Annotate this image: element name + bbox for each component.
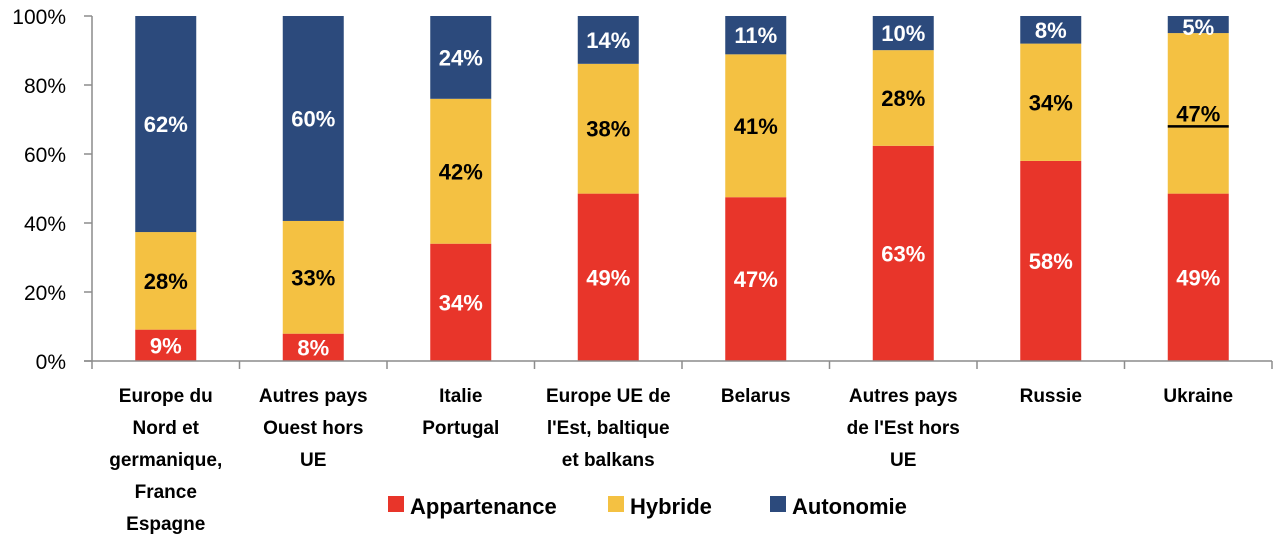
bar-segment-appartenance [1167, 193, 1229, 361]
bar-segment-autonomie [1167, 16, 1229, 34]
axes-layer: 0% 20% 40% 60% 80% 100% Europe du Nord et german… [12, 6, 1273, 535]
y-tick-label: 0% [36, 351, 66, 374]
y-tick-label: 20% [24, 282, 66, 305]
legend: Appartenance Hybride Autonomie [388, 494, 907, 519]
x-category-label-line: Portugal [422, 418, 499, 439]
bar-segment-appartenance [577, 193, 639, 361]
bars-layer [135, 16, 1229, 361]
data-label-autonomie: 62% [144, 112, 188, 137]
legend-label-appartenance: Appartenance [410, 494, 557, 519]
x-category-label: Europe UE de l'Est, baltique et balkans [546, 386, 671, 471]
data-label-autonomie: 11% [734, 23, 777, 48]
legend-swatch-appartenance [388, 496, 404, 512]
data-label-appartenance: 58% [1029, 249, 1073, 274]
bar-segment-appartenance [872, 145, 934, 361]
bar-segment-appartenance [282, 333, 344, 361]
x-category-label-line: l'Est, baltique [547, 418, 670, 439]
data-label-appartenance: 9% [150, 333, 182, 358]
bar-segment-autonomie [725, 16, 787, 55]
x-category-label-line: Espagne [126, 514, 205, 535]
x-category-label-line: Ukraine [1163, 386, 1233, 407]
bar-segment-hybride [135, 232, 197, 330]
x-category-label-line: Europe UE de [546, 386, 671, 407]
data-label-appartenance: 63% [881, 241, 925, 266]
x-category-label: Italie Portugal [422, 386, 499, 439]
bar-segment-hybride [1020, 43, 1082, 161]
y-tick-label: 60% [24, 144, 66, 167]
x-category-label-line: et balkans [562, 450, 655, 471]
bar-segment-autonomie [577, 16, 639, 64]
x-category-label: Ukraine [1163, 386, 1233, 407]
data-label-appartenance: 34% [439, 290, 483, 315]
bar-segment-autonomie [872, 16, 934, 51]
x-category-label: Autres pays de l'Est hors UE [847, 386, 960, 471]
x-category-label-line: Europe du [119, 386, 213, 407]
bar-segment-hybride [872, 50, 934, 146]
x-category-label-line: Autres pays [849, 386, 958, 407]
bar-segment-hybride [430, 98, 492, 244]
data-label-hybride: 34% [1029, 90, 1073, 115]
bar-segment-appartenance [1020, 160, 1082, 361]
legend-swatch-hybride [608, 496, 624, 512]
data-label-appartenance: 49% [586, 265, 630, 290]
data-labels-layer: 9% 28% 62% 8% 33% 60% 34% 42% 24% 49% 38% 14% 47% 41%… [144, 15, 1229, 360]
x-category-label: Belarus [721, 386, 791, 407]
x-category-label-line: Italie [439, 386, 482, 407]
x-category-label-line: Nord et [133, 418, 200, 439]
data-label-hybride: 33% [291, 265, 335, 290]
data-label-autonomie: 14% [586, 28, 630, 53]
bar-segment-hybride [725, 54, 787, 198]
legend-label-hybride: Hybride [630, 494, 712, 519]
bar-segment-appartenance [725, 197, 787, 361]
y-tick-label: 100% [12, 6, 66, 29]
data-label-autonomie: 60% [291, 106, 335, 131]
bar-segment-autonomie [1020, 16, 1082, 44]
x-category-label-line: germanique, [109, 450, 222, 471]
data-label-hybride: 47% [1176, 101, 1220, 126]
bar-segment-autonomie [282, 16, 344, 221]
data-label-hybride: 41% [734, 114, 778, 139]
bar-segment-hybride [282, 220, 344, 334]
data-label-hybride: 38% [586, 117, 630, 142]
bar-segment-hybride [577, 63, 639, 194]
x-category-label-line: UE [300, 450, 326, 471]
bar-segment-appartenance [430, 243, 492, 361]
data-label-appartenance: 8% [297, 335, 329, 360]
y-tick-label: 80% [24, 75, 66, 98]
data-label-hybride: 28% [144, 269, 188, 294]
x-category-label: Europe du Nord et germanique, France Espagne [109, 386, 222, 535]
bar-segment-appartenance [135, 329, 197, 361]
y-tick-label: 40% [24, 213, 66, 236]
x-category-label-line: Belarus [721, 386, 791, 407]
legend-label-autonomie: Autonomie [792, 494, 907, 519]
data-label-autonomie: 5% [1182, 15, 1214, 40]
data-label-autonomie: 8% [1035, 18, 1067, 43]
x-category-label-line: France [135, 482, 197, 503]
x-category-label-line: Russie [1020, 386, 1082, 407]
data-label-hybride: 42% [439, 159, 483, 184]
x-category-label-line: Ouest hors [263, 418, 363, 439]
bar-segment-hybride [1167, 33, 1229, 194]
x-category-label: Russie [1020, 386, 1082, 407]
legend-swatch-autonomie [770, 496, 786, 512]
data-label-hybride: 28% [881, 86, 925, 111]
x-category-label-line: de l'Est hors [847, 418, 960, 439]
bar-segment-autonomie [135, 16, 197, 233]
data-label-autonomie: 10% [881, 21, 925, 46]
x-category-label-line: UE [890, 450, 916, 471]
data-label-autonomie: 24% [439, 45, 483, 70]
x-category-label: Autres pays Ouest hors UE [259, 386, 368, 471]
data-label-appartenance: 47% [734, 267, 778, 292]
bar-segment-autonomie [430, 16, 492, 99]
x-category-label-line: Autres pays [259, 386, 368, 407]
data-label-appartenance: 49% [1176, 265, 1220, 290]
